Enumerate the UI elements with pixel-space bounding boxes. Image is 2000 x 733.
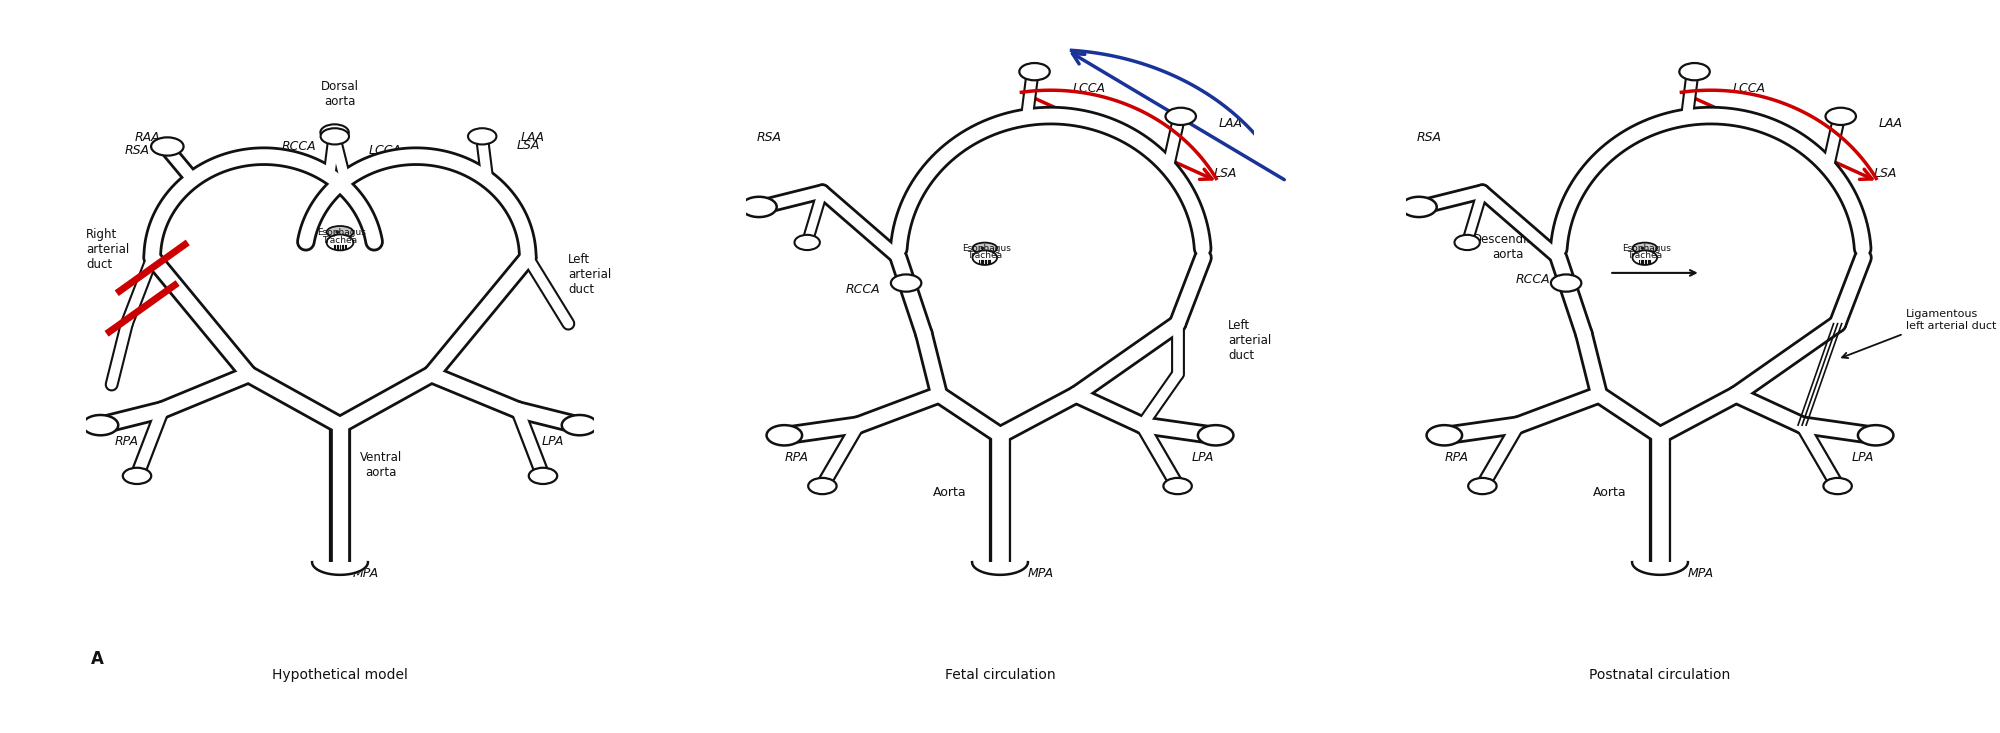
Ellipse shape	[742, 196, 776, 217]
Text: Ventral
aorta: Ventral aorta	[360, 451, 402, 479]
Text: LCCA: LCCA	[1732, 82, 1766, 95]
Ellipse shape	[1680, 63, 1710, 81]
Text: RCCA: RCCA	[1516, 273, 1550, 286]
Ellipse shape	[1640, 246, 1644, 250]
Ellipse shape	[320, 128, 350, 144]
Ellipse shape	[1166, 108, 1196, 125]
Ellipse shape	[1826, 108, 1856, 125]
Ellipse shape	[980, 246, 984, 250]
Ellipse shape	[972, 251, 998, 265]
Text: RPA: RPA	[114, 435, 138, 449]
Ellipse shape	[1198, 425, 1234, 446]
Text: Esophagus: Esophagus	[1622, 243, 1670, 253]
Text: RAA: RAA	[134, 131, 160, 144]
Ellipse shape	[1426, 425, 1462, 446]
Ellipse shape	[152, 137, 184, 155]
Ellipse shape	[890, 274, 922, 292]
Ellipse shape	[1824, 478, 1852, 494]
Text: LSA: LSA	[516, 139, 540, 152]
Text: RSA: RSA	[756, 131, 782, 144]
Text: LPA: LPA	[1192, 451, 1214, 464]
Text: Left
arterial
duct: Left arterial duct	[568, 253, 612, 296]
Text: LCCA: LCCA	[370, 144, 402, 157]
Text: LSA: LSA	[1214, 167, 1238, 180]
Text: Descending
aorta: Descending aorta	[1474, 232, 1542, 261]
Text: RPA: RPA	[1446, 451, 1470, 464]
Text: RSA: RSA	[124, 144, 150, 157]
Text: Fetal circulation: Fetal circulation	[944, 668, 1056, 682]
Text: MPA: MPA	[1688, 567, 1714, 581]
Text: A: A	[92, 649, 104, 668]
Text: Aorta: Aorta	[932, 486, 966, 499]
Ellipse shape	[808, 478, 836, 494]
Ellipse shape	[528, 468, 558, 484]
Ellipse shape	[1858, 425, 1894, 446]
Ellipse shape	[794, 235, 820, 250]
Text: Trachea: Trachea	[968, 251, 1002, 260]
Ellipse shape	[326, 235, 354, 251]
Text: RSA: RSA	[1416, 131, 1442, 144]
Ellipse shape	[326, 226, 354, 238]
Ellipse shape	[1164, 478, 1192, 494]
Text: Left
arterial
duct: Left arterial duct	[1228, 319, 1272, 362]
Ellipse shape	[1550, 274, 1582, 292]
Ellipse shape	[1468, 478, 1496, 494]
Text: Right
arterial
duct: Right arterial duct	[86, 228, 130, 270]
Text: LPA: LPA	[1852, 451, 1874, 464]
Text: Ligamentous
left arterial duct: Ligamentous left arterial duct	[1906, 309, 1996, 331]
Ellipse shape	[972, 243, 998, 254]
Ellipse shape	[82, 415, 118, 435]
Text: Dorsal
aorta: Dorsal aorta	[320, 81, 360, 108]
Text: Esophagus: Esophagus	[318, 228, 366, 237]
Ellipse shape	[320, 125, 348, 141]
Text: LCCA: LCCA	[1072, 82, 1106, 95]
Text: RPA: RPA	[786, 451, 810, 464]
Text: LAA: LAA	[1218, 117, 1242, 130]
Text: Trachea: Trachea	[322, 235, 358, 245]
Ellipse shape	[766, 425, 802, 446]
Ellipse shape	[1402, 196, 1436, 217]
Text: LAA: LAA	[1878, 117, 1902, 130]
Text: MPA: MPA	[1028, 567, 1054, 581]
Text: Hypothetical model: Hypothetical model	[272, 668, 408, 682]
Ellipse shape	[1020, 63, 1050, 81]
Ellipse shape	[122, 468, 152, 484]
Ellipse shape	[1632, 251, 1658, 265]
Text: Trachea: Trachea	[1628, 251, 1662, 260]
Text: MPA: MPA	[352, 567, 378, 581]
Text: Esophagus: Esophagus	[962, 243, 1010, 253]
Text: RCCA: RCCA	[282, 140, 316, 153]
Text: Postnatal circulation: Postnatal circulation	[1590, 668, 1730, 682]
Ellipse shape	[336, 230, 340, 234]
Text: Aorta: Aorta	[1592, 486, 1626, 499]
Text: LAA: LAA	[520, 131, 544, 144]
Ellipse shape	[1454, 235, 1480, 250]
Ellipse shape	[468, 128, 496, 144]
Ellipse shape	[1632, 243, 1658, 254]
Text: RCCA: RCCA	[846, 283, 880, 296]
Text: LPA: LPA	[542, 435, 564, 449]
Ellipse shape	[562, 415, 598, 435]
Text: LSA: LSA	[1874, 167, 1898, 180]
